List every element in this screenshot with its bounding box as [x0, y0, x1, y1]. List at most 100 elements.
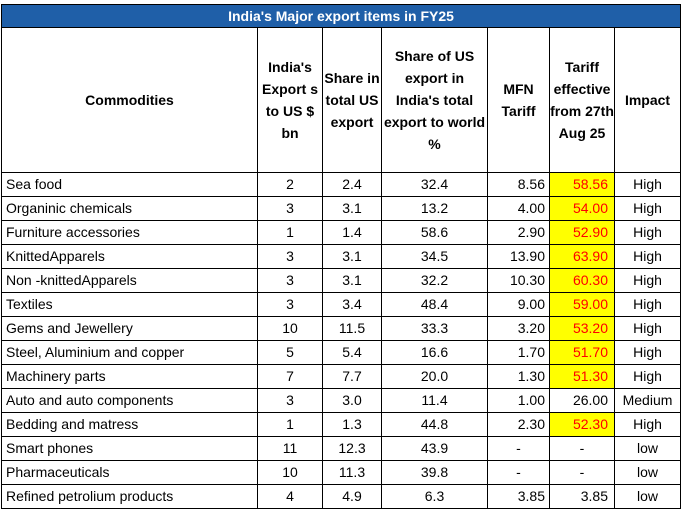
table-row: Refined petrolium products 4 4.9 6.3 3.85 3.8…: [1, 484, 681, 509]
cell-exports: 10: [257, 460, 323, 485]
cell-mfn-tariff: 4.00: [487, 196, 550, 221]
header-commodities: Commodities: [1, 27, 258, 173]
cell-commodity: Organinic chemicals: [1, 196, 258, 221]
cell-exports: 5: [257, 340, 323, 365]
cell-exports: 1: [257, 412, 323, 437]
header-tariff-effective: Tariff effective from 27th Aug 25: [549, 27, 615, 173]
cell-tariff-effective: -: [549, 436, 615, 461]
cell-impact: High: [614, 196, 681, 221]
cell-mfn-tariff: 3.85: [487, 484, 550, 509]
cell-exports: 3: [257, 196, 323, 221]
cell-exports: 3: [257, 292, 323, 317]
cell-share-us: 11.3: [322, 460, 382, 485]
cell-impact: High: [614, 412, 681, 437]
cell-tariff-effective: 51.30: [549, 364, 615, 389]
title-row: India's Major export items in FY25: [1, 4, 681, 28]
cell-share-us: 12.3: [322, 436, 382, 461]
cell-tariff-effective: 59.00: [549, 292, 615, 317]
cell-tariff-effective: 63.90: [549, 244, 615, 269]
cell-exports: 3: [257, 388, 323, 413]
cell-mfn-tariff: 10.30: [487, 268, 550, 293]
cell-mfn-tariff: 2.30: [487, 412, 550, 437]
cell-exports: 4: [257, 484, 323, 509]
cell-exports: 11: [257, 436, 323, 461]
cell-mfn-tariff: -: [487, 460, 550, 485]
table-row: Sea food 2 2.4 32.4 8.56 58.56 High: [1, 172, 681, 197]
cell-share-us: 3.1: [322, 244, 382, 269]
cell-mfn-tariff: 9.00: [487, 292, 550, 317]
header-exports: India's Export s to US $ bn: [257, 27, 323, 173]
cell-share-world: 6.3: [381, 484, 488, 509]
cell-impact: High: [614, 364, 681, 389]
cell-commodity: Bedding and matress: [1, 412, 258, 437]
cell-mfn-tariff: 2.90: [487, 220, 550, 245]
cell-tariff-effective: 26.00: [549, 388, 615, 413]
cell-share-world: 58.6: [381, 220, 488, 245]
cell-share-world: 33.3: [381, 316, 488, 341]
cell-tariff-effective: -: [549, 460, 615, 485]
cell-impact: Medium: [614, 388, 681, 413]
cell-exports: 1: [257, 220, 323, 245]
cell-tariff-effective: 52.90: [549, 220, 615, 245]
cell-impact: High: [614, 292, 681, 317]
cell-commodity: Furniture accessories: [1, 220, 258, 245]
table-row: Textiles 3 3.4 48.4 9.00 59.00 High: [1, 292, 681, 317]
cell-share-world: 11.4: [381, 388, 488, 413]
table-row: Furniture accessories 1 1.4 58.6 2.90 52.90 Hi…: [1, 220, 681, 245]
cell-mfn-tariff: 3.20: [487, 316, 550, 341]
table-row: Steel, Aluminium and copper 5 5.4 16.6 1.70 5…: [1, 340, 681, 365]
cell-share-world: 32.2: [381, 268, 488, 293]
table-row: Organinic chemicals 3 3.1 13.2 4.00 54.00 High: [1, 196, 681, 221]
cell-tariff-effective: 51.70: [549, 340, 615, 365]
cell-impact: low: [614, 484, 681, 509]
cell-share-us: 3.0: [322, 388, 382, 413]
header-row: Commodities India's Export s to US $ bn …: [1, 27, 681, 173]
cell-exports: 3: [257, 268, 323, 293]
table-row: Gems and Jewellery 10 11.5 33.3 3.20 53.20 Hig…: [1, 316, 681, 341]
cell-tariff-effective: 53.20: [549, 316, 615, 341]
cell-commodity: Sea food: [1, 172, 258, 197]
cell-share-world: 20.0: [381, 364, 488, 389]
export-items-table: India's Major export items in FY25 Commo…: [1, 4, 681, 509]
header-mfn-tariff: MFN Tariff: [487, 27, 550, 173]
cell-mfn-tariff: 13.90: [487, 244, 550, 269]
table-head: India's Major export items in FY25 Commo…: [1, 4, 681, 173]
cell-commodity: Gems and Jewellery: [1, 316, 258, 341]
table-row: Machinery parts 7 7.7 20.0 1.30 51.30 High: [1, 364, 681, 389]
cell-impact: High: [614, 340, 681, 365]
cell-tariff-effective: 58.56: [549, 172, 615, 197]
cell-share-us: 5.4: [322, 340, 382, 365]
cell-share-us: 11.5: [322, 316, 382, 341]
table-row: Bedding and matress 1 1.3 44.8 2.30 52.30 High: [1, 412, 681, 437]
cell-exports: 7: [257, 364, 323, 389]
cell-commodity: Pharmaceuticals: [1, 460, 258, 485]
cell-share-us: 2.4: [322, 172, 382, 197]
cell-share-world: 16.6: [381, 340, 488, 365]
table-body: Sea food 2 2.4 32.4 8.56 58.56 High Organinic c…: [1, 172, 681, 509]
table-row: Auto and auto components 3 3.0 11.4 1.00 26.0…: [1, 388, 681, 413]
cell-share-world: 13.2: [381, 196, 488, 221]
cell-impact: High: [614, 244, 681, 269]
table-row: Non -knittedApparels 3 3.1 32.2 10.30 60.30 Hi…: [1, 268, 681, 293]
cell-impact: low: [614, 436, 681, 461]
cell-share-world: 32.4: [381, 172, 488, 197]
table-row: KnittedApparels 3 3.1 34.5 13.90 63.90 High: [1, 244, 681, 269]
cell-commodity: KnittedApparels: [1, 244, 258, 269]
cell-commodity: Textiles: [1, 292, 258, 317]
cell-share-world: 48.4: [381, 292, 488, 317]
cell-commodity: Smart phones: [1, 436, 258, 461]
cell-share-world: 39.8: [381, 460, 488, 485]
header-impact: Impact: [614, 27, 681, 173]
cell-mfn-tariff: 1.00: [487, 388, 550, 413]
cell-exports: 10: [257, 316, 323, 341]
cell-impact: High: [614, 220, 681, 245]
table-title: India's Major export items in FY25: [1, 4, 681, 28]
cell-share-us: 7.7: [322, 364, 382, 389]
cell-share-world: 44.8: [381, 412, 488, 437]
cell-share-world: 34.5: [381, 244, 488, 269]
header-share-world: Share of US export in India's total expo…: [381, 27, 488, 173]
cell-mfn-tariff: 1.70: [487, 340, 550, 365]
cell-tariff-effective: 60.30: [549, 268, 615, 293]
cell-impact: High: [614, 268, 681, 293]
